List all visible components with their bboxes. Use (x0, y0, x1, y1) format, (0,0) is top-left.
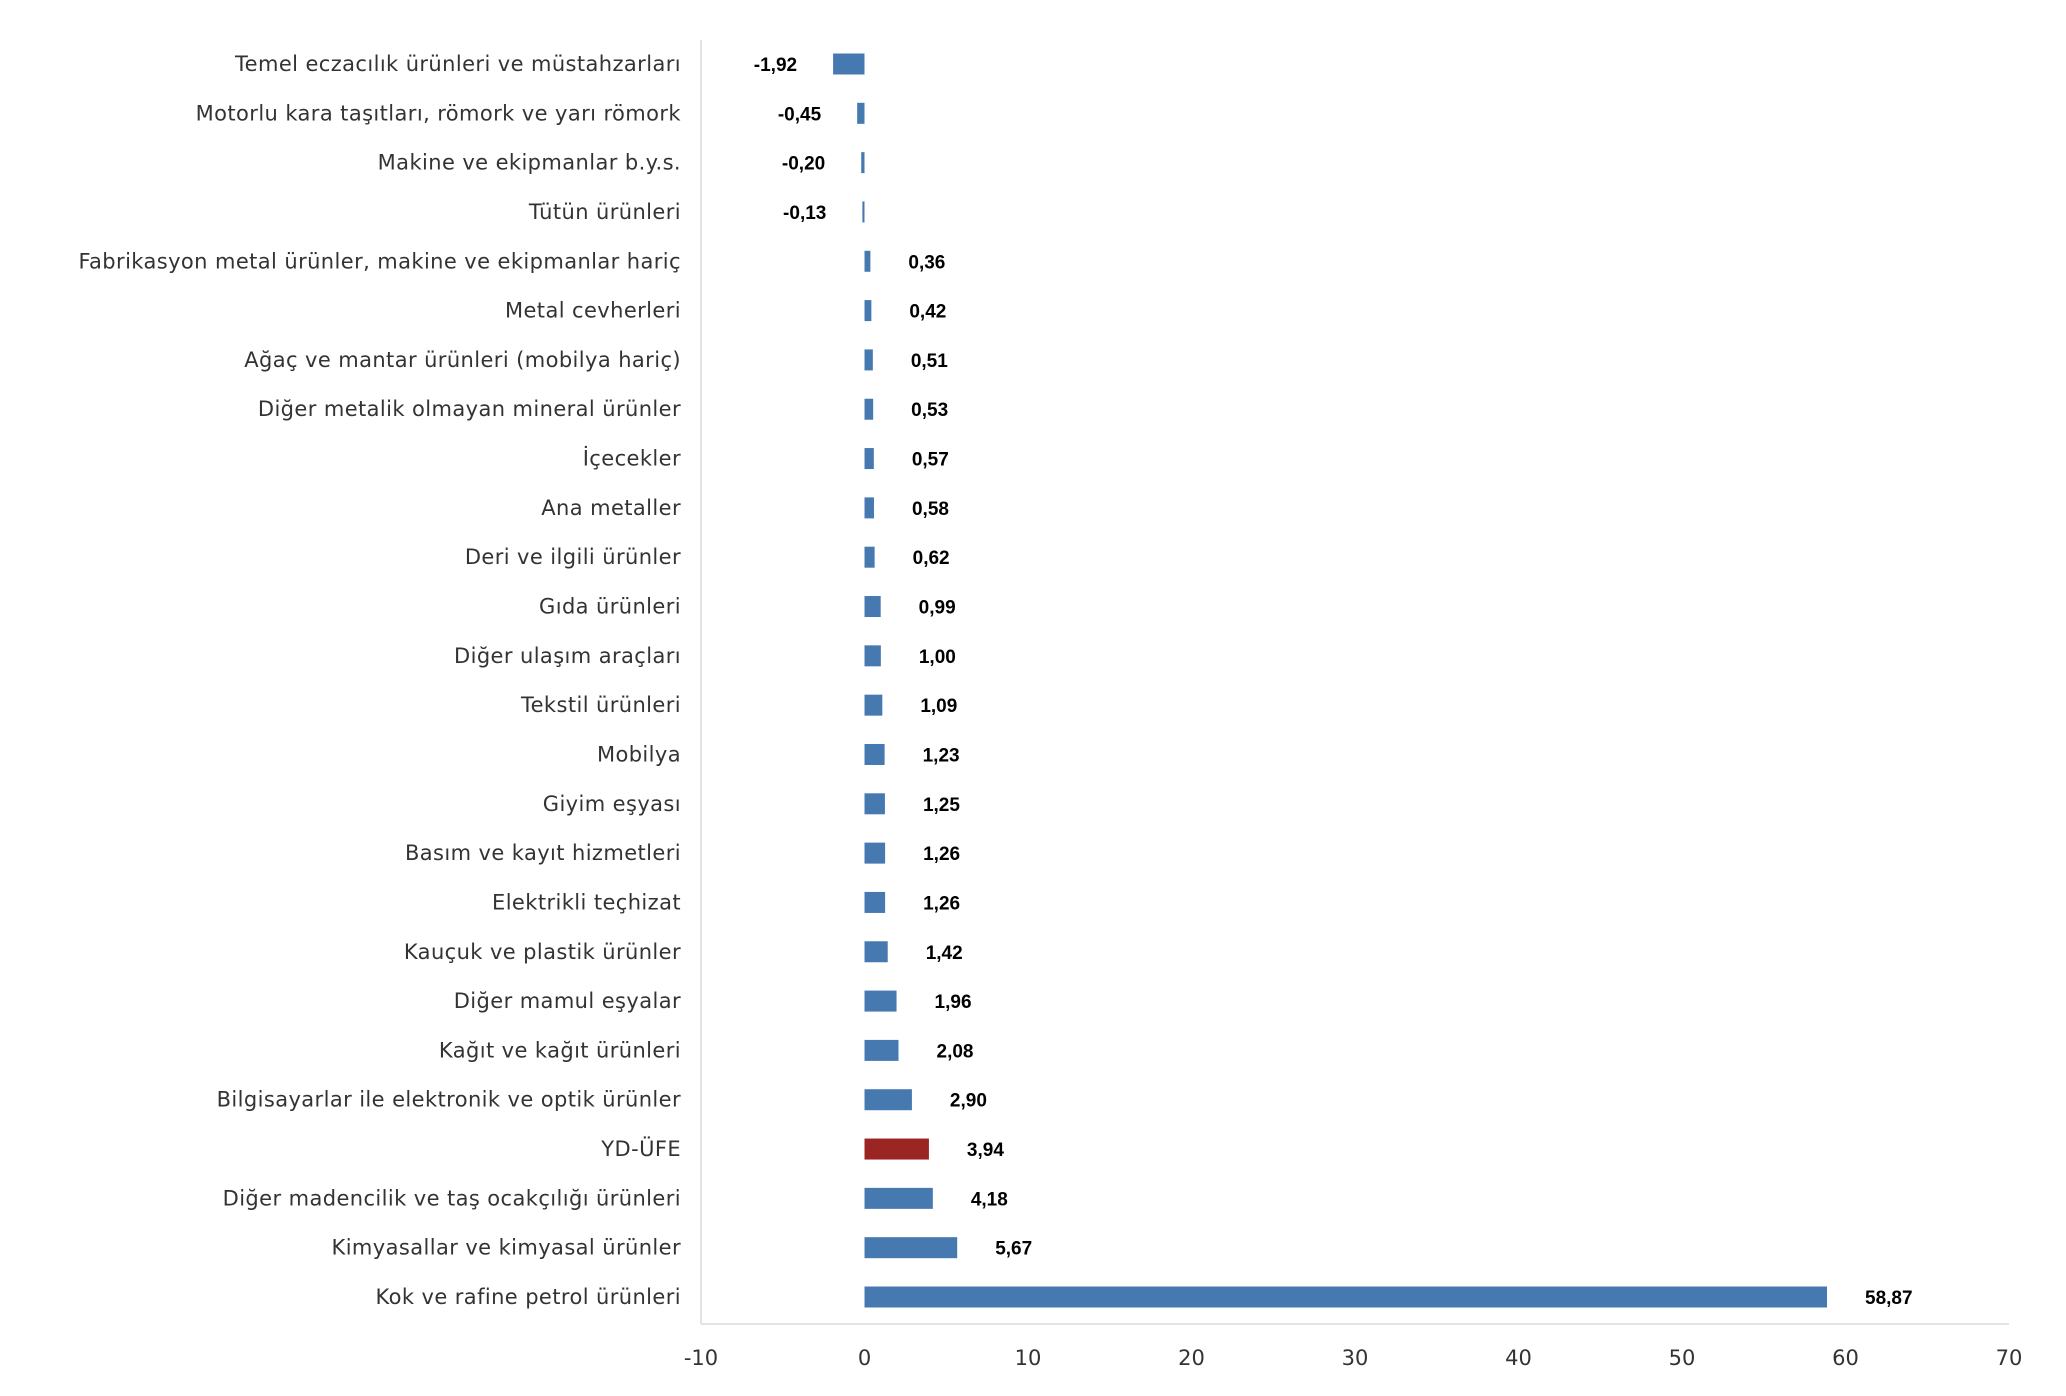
category-label: Gıda ürünleri (539, 595, 681, 619)
bar (864, 891, 886, 913)
data-label: -1,92 (754, 55, 797, 76)
bar (861, 152, 865, 174)
data-label: 0,53 (911, 400, 948, 421)
bar (864, 448, 874, 470)
x-tick-label: 60 (1832, 1346, 1859, 1370)
data-label: 0,42 (909, 302, 946, 323)
x-tick-label: 40 (1505, 1346, 1532, 1370)
data-label: 2,90 (950, 1091, 987, 1112)
category-label: Kağıt ve kağıt ürünleri (439, 1038, 681, 1062)
data-label: 1,26 (923, 844, 960, 865)
data-label: 1,26 (923, 893, 960, 914)
bar (864, 1039, 899, 1061)
data-label: 0,62 (913, 548, 950, 569)
data-label: 58,87 (1865, 1288, 1913, 1309)
category-label: Diğer mamul eşyalar (454, 989, 681, 1013)
bar (864, 743, 885, 765)
category-label: Temel eczacılık ürünleri ve müstahzarlar… (234, 52, 681, 76)
data-label: 0,58 (912, 499, 949, 520)
bar (864, 398, 874, 420)
bar (864, 645, 881, 667)
data-label: 2,08 (937, 1041, 974, 1062)
category-label: Diğer madencilik ve taş ocakçılığı ürünl… (223, 1186, 681, 1210)
category-label: Motorlu kara taşıtları, römork ve yarı r… (196, 101, 682, 125)
category-label: Ana metaller (541, 496, 681, 520)
category-label: Tütün ürünleri (528, 200, 681, 224)
bar (857, 102, 865, 124)
bar (864, 300, 872, 322)
bar (864, 1187, 933, 1209)
bar (864, 1237, 958, 1259)
data-label: 5,67 (995, 1239, 1032, 1260)
x-tick-label: 70 (1996, 1346, 2023, 1370)
data-label: 1,23 (923, 745, 960, 766)
category-label: Giyim eşyası (543, 792, 681, 816)
category-label: Metal cevherleri (505, 299, 681, 323)
data-label: 1,00 (919, 647, 956, 668)
data-label: 1,96 (935, 992, 972, 1013)
bar (864, 1089, 912, 1111)
data-label: 1,09 (920, 696, 957, 717)
category-label: İçecekler (583, 446, 681, 471)
data-label: 0,99 (919, 598, 956, 619)
category-label: Kok ve rafine petrol ürünleri (376, 1285, 681, 1309)
bar (864, 497, 874, 519)
bar (862, 201, 865, 223)
category-label: Elektrikli teçhizat (492, 890, 681, 914)
data-label: 0,36 (908, 252, 945, 273)
category-label: Fabrikasyon metal ürünler, makine ve eki… (78, 249, 681, 273)
data-label: 1,25 (923, 795, 960, 816)
category-label: Deri ve ilgili ürünler (465, 545, 681, 569)
bar (864, 694, 883, 716)
x-tick-label: 50 (1669, 1346, 1696, 1370)
x-tick-label: -10 (684, 1346, 718, 1370)
bar (864, 1286, 1828, 1308)
data-label: 3,94 (967, 1140, 1004, 1161)
data-label: 0,57 (912, 450, 949, 471)
bar (864, 596, 881, 618)
data-label: -0,13 (783, 203, 826, 224)
x-tick-label: 10 (1015, 1346, 1042, 1370)
bar (864, 941, 888, 963)
category-label: Tekstil ürünleri (520, 693, 681, 717)
bar (864, 990, 897, 1012)
x-tick-label: 30 (1342, 1346, 1369, 1370)
bar (864, 250, 871, 272)
bar (864, 349, 873, 371)
category-label: Diğer metalik olmayan mineral ürünler (258, 397, 681, 421)
category-label: Basım ve kayıt hizmetleri (405, 841, 681, 865)
category-label: Bilgisayarlar ile elektronik ve optik ür… (217, 1088, 681, 1112)
x-tick-label: 0 (858, 1346, 871, 1370)
bar (833, 53, 865, 75)
category-label: YD-ÜFE (600, 1136, 681, 1161)
bar (864, 1138, 929, 1160)
category-label: Mobilya (597, 742, 681, 766)
x-tick-label: 20 (1178, 1346, 1205, 1370)
category-label: Diğer ulaşım araçları (454, 644, 681, 668)
category-label: Kimyasallar ve kimyasal ürünler (332, 1236, 681, 1260)
bar (864, 546, 875, 568)
bar (864, 793, 885, 815)
category-label: Makine ve ekipmanlar b.y.s. (378, 151, 681, 175)
data-label: 0,51 (911, 351, 948, 372)
bar (864, 842, 886, 864)
data-label: 4,18 (971, 1189, 1008, 1210)
data-label: -0,20 (782, 154, 825, 175)
data-label: -0,45 (778, 104, 822, 125)
data-label: 1,42 (926, 943, 963, 964)
category-label: Kauçuk ve plastik ürünler (404, 940, 681, 964)
category-label: Ağaç ve mantar ürünleri (mobilya hariç) (244, 348, 681, 372)
